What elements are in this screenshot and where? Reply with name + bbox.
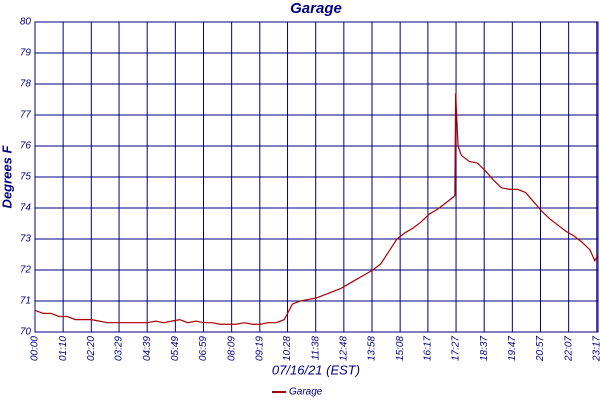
data-line [34,93,599,325]
x-tick-label: 19:47 [507,336,518,361]
x-tick-label: 00:00 [30,336,41,361]
x-tick-label: 04:39 [142,336,153,361]
x-tick-label: 23:17 [591,336,600,362]
y-tick-label: 73 [20,234,32,245]
y-tick-label: 72 [20,265,32,276]
x-tick-label: 03:29 [114,336,125,361]
x-tick-label: 17:27 [451,336,462,361]
y-tick-label: 76 [20,141,32,152]
legend-label: Garage [289,387,323,398]
y-axis-label: Degrees F [0,145,14,209]
x-tick-label: 12:48 [338,336,349,361]
x-tick-label: 08:09 [226,336,237,361]
x-tick-label: 13:58 [367,336,378,361]
y-tick-label: 78 [20,79,32,90]
x-tick-label: 02:20 [86,336,97,361]
y-tick-label: 70 [20,327,32,338]
x-tick-label: 10:28 [282,336,293,361]
y-tick-label: 80 [20,17,32,28]
x-tick-label: 22:07 [563,336,574,362]
x-tick-label: 05:49 [170,336,181,361]
x-tick-label: 09:19 [254,336,265,361]
x-tick-label: 18:37 [479,336,490,361]
chart-title: Garage [290,0,342,17]
x-tick-label: 11:38 [310,336,321,361]
x-tick-label: 16:17 [423,336,434,361]
y-tick-label: 75 [20,172,32,183]
x-tick-label: 01:10 [58,336,69,361]
x-tick-label: 15:08 [395,336,406,361]
x-axis-label: 07/16/21 (EST) [272,362,360,377]
x-tick-label: 20:57 [535,336,546,362]
y-tick-label: 74 [20,203,32,214]
x-tick-label: 06:59 [198,336,209,361]
y-tick-label: 79 [20,48,32,59]
y-tick-label: 77 [20,110,32,121]
y-tick-label: 71 [20,296,31,307]
